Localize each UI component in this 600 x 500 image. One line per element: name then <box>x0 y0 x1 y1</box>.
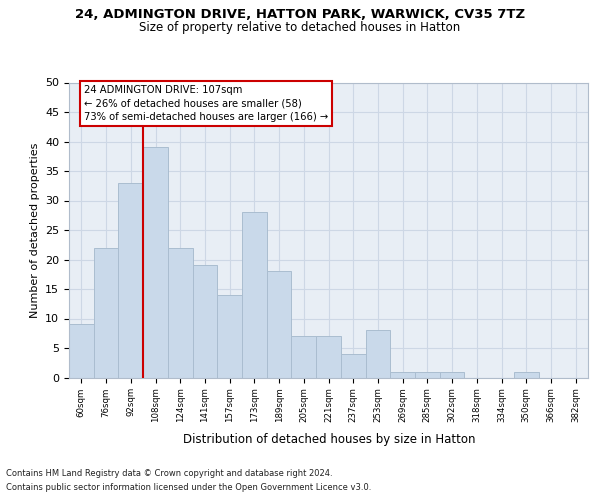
Bar <box>217 295 242 378</box>
Text: Distribution of detached houses by size in Hatton: Distribution of detached houses by size … <box>182 432 475 446</box>
Bar <box>440 372 464 378</box>
Text: 24, ADMINGTON DRIVE, HATTON PARK, WARWICK, CV35 7TZ: 24, ADMINGTON DRIVE, HATTON PARK, WARWIC… <box>75 8 525 20</box>
Bar <box>69 324 94 378</box>
Bar <box>193 266 217 378</box>
Bar <box>267 272 292 378</box>
Bar <box>292 336 316 378</box>
Bar <box>118 183 143 378</box>
Text: Contains HM Land Registry data © Crown copyright and database right 2024.: Contains HM Land Registry data © Crown c… <box>6 469 332 478</box>
Bar <box>415 372 440 378</box>
Bar <box>168 248 193 378</box>
Bar <box>390 372 415 378</box>
Text: Contains public sector information licensed under the Open Government Licence v3: Contains public sector information licen… <box>6 483 371 492</box>
Bar <box>365 330 390 378</box>
Text: Size of property relative to detached houses in Hatton: Size of property relative to detached ho… <box>139 21 461 34</box>
Bar <box>242 212 267 378</box>
Y-axis label: Number of detached properties: Number of detached properties <box>29 142 40 318</box>
Bar <box>514 372 539 378</box>
Bar <box>143 148 168 378</box>
Bar <box>341 354 365 378</box>
Bar <box>94 248 118 378</box>
Text: 24 ADMINGTON DRIVE: 107sqm
← 26% of detached houses are smaller (58)
73% of semi: 24 ADMINGTON DRIVE: 107sqm ← 26% of deta… <box>84 86 328 122</box>
Bar <box>316 336 341 378</box>
